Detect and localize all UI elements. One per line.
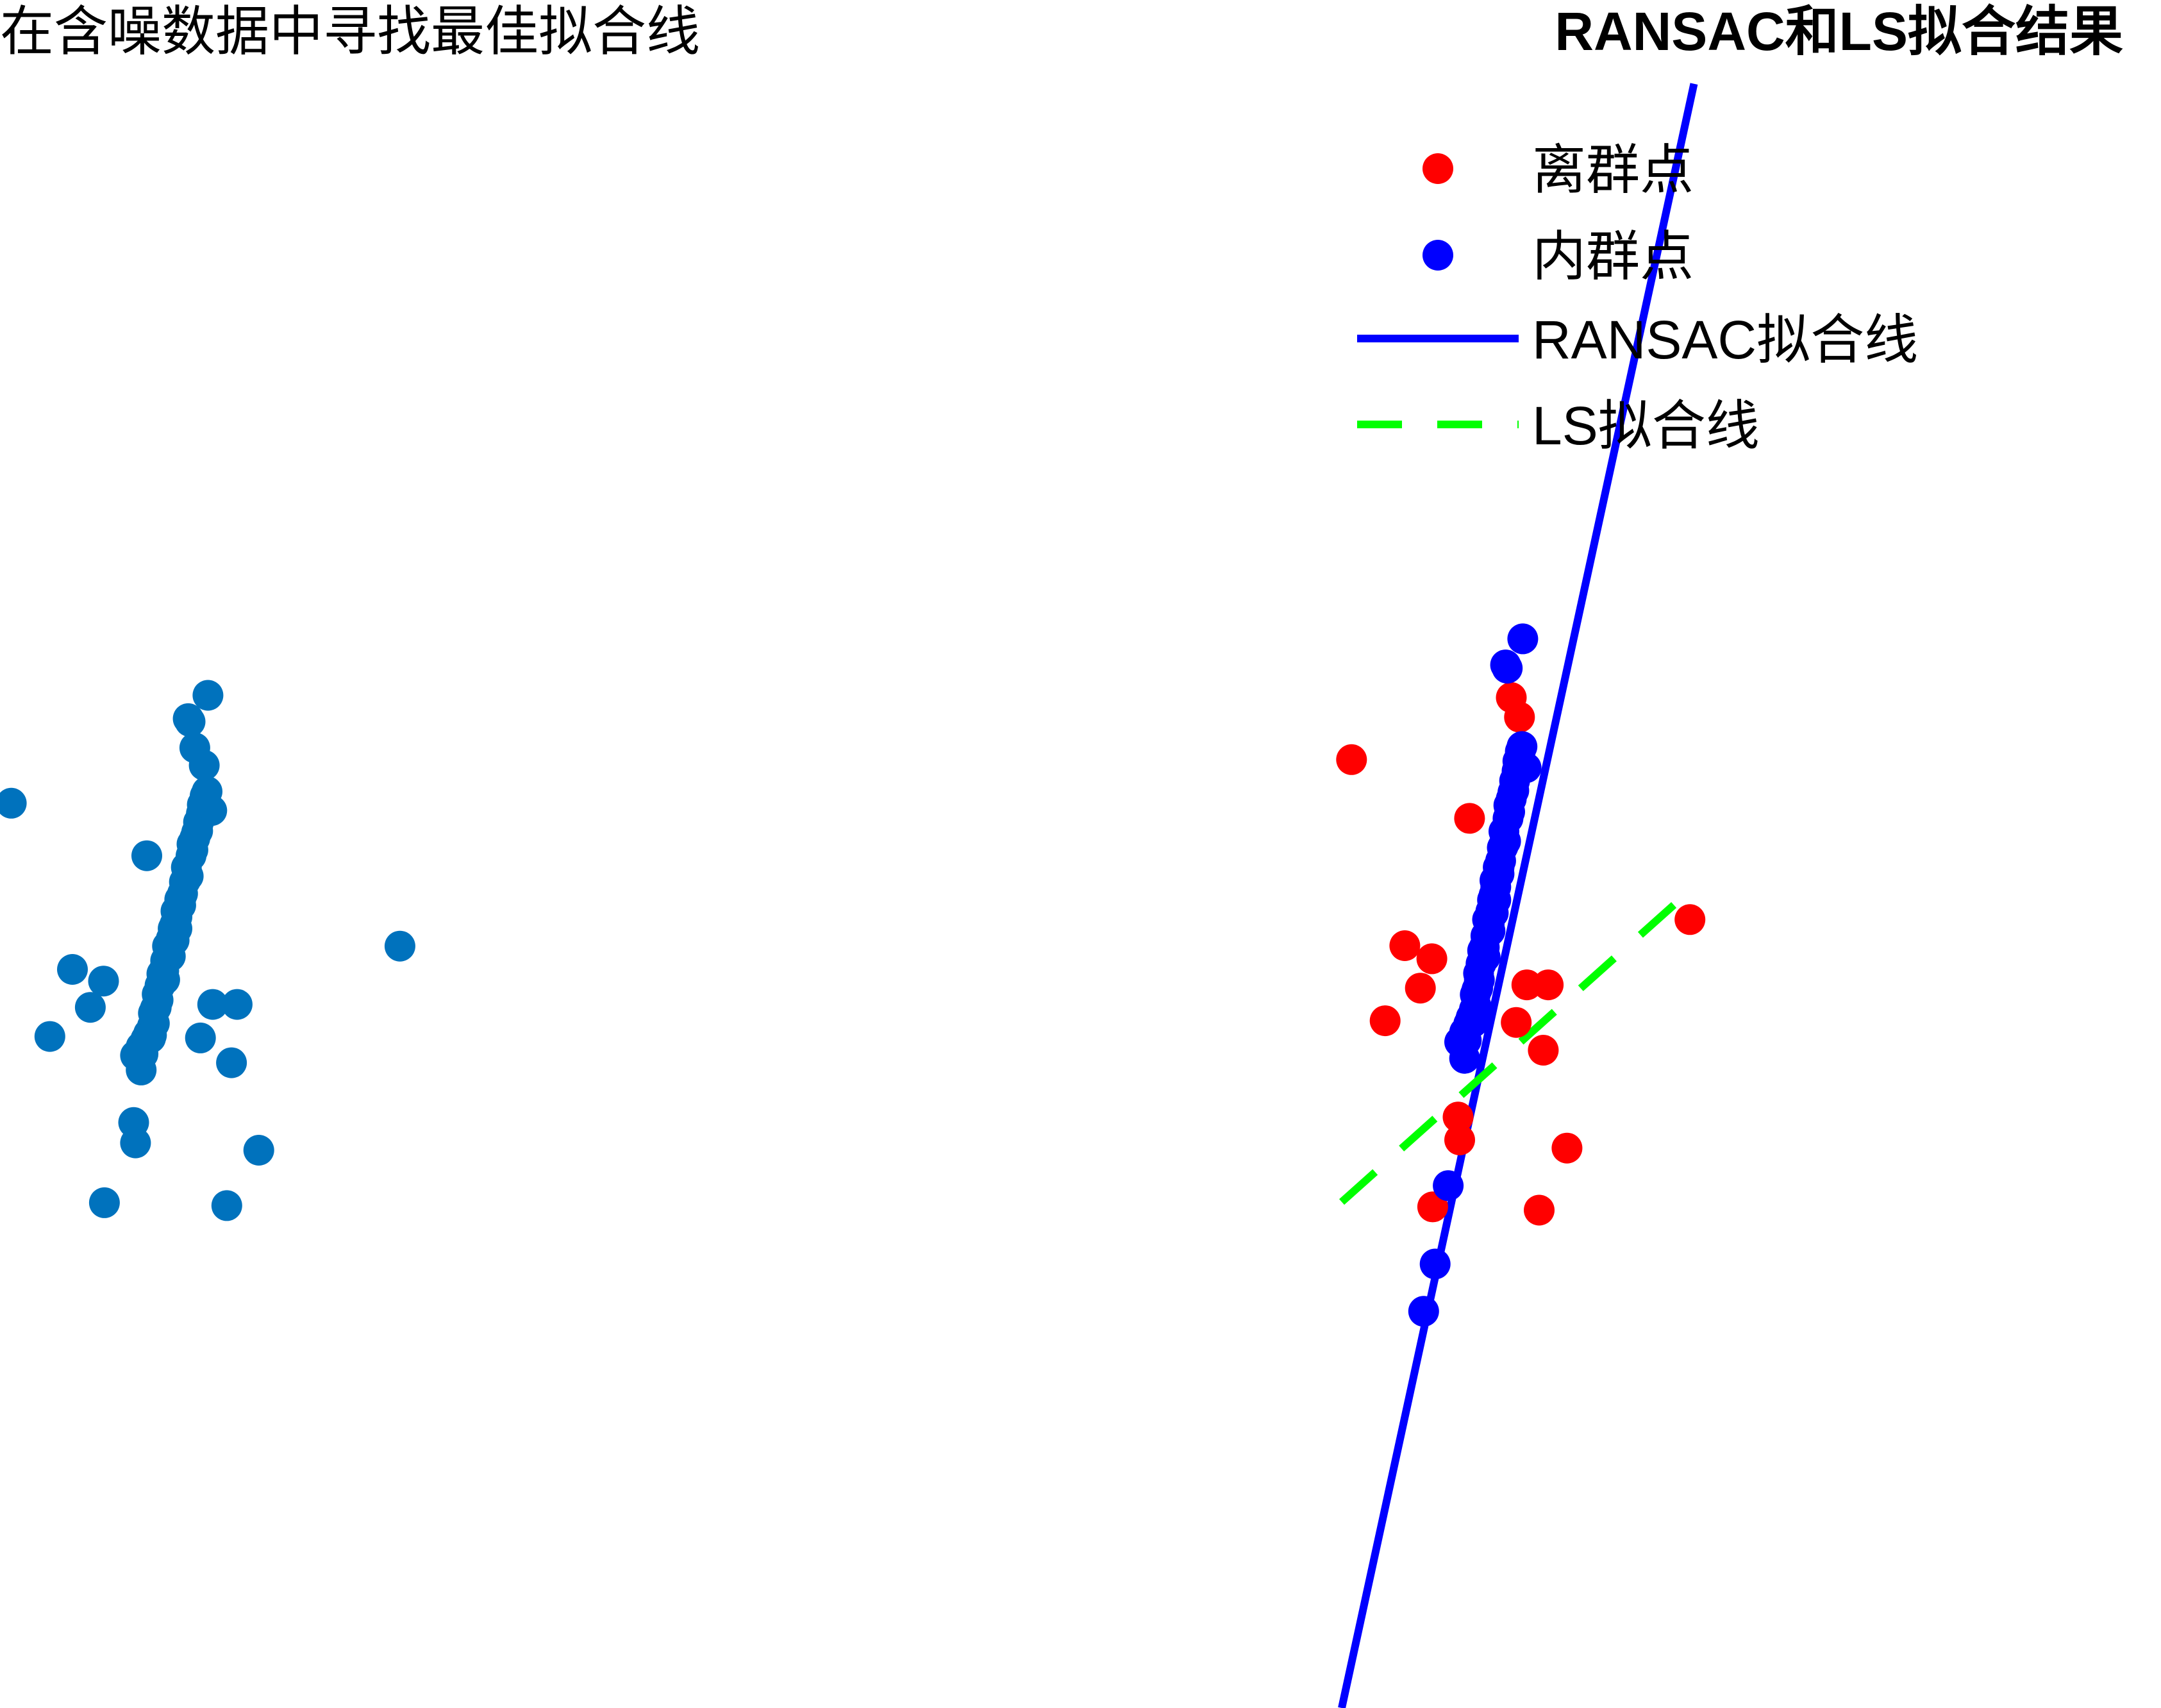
- inlier-point: [1433, 1170, 1464, 1201]
- inlier-point: [1507, 623, 1539, 655]
- outlier-point: [1504, 701, 1535, 733]
- data-point: [34, 1021, 65, 1052]
- outlier-point: [1501, 1007, 1532, 1038]
- data-point: [216, 1047, 247, 1078]
- right-fit-lines: [1338, 83, 1698, 1708]
- legend-label-ransac: RANSAC拟合线: [1532, 310, 1918, 370]
- inlier-point: [1469, 941, 1501, 973]
- data-point: [192, 680, 224, 711]
- data-point: [221, 989, 253, 1020]
- data-point: [88, 966, 119, 997]
- outlier-point: [1524, 1194, 1555, 1226]
- data-point: [174, 706, 206, 737]
- outlier-point: [1444, 1125, 1475, 1155]
- outlier-point: [1533, 969, 1564, 1001]
- inlier-point: [1474, 916, 1506, 947]
- inlier-point: [1458, 1003, 1489, 1035]
- data-point: [185, 1022, 216, 1053]
- data-point: [211, 1190, 242, 1221]
- right-scatter-points: [1336, 623, 1706, 1327]
- legend-label-ls: LS拟合线: [1532, 396, 1760, 456]
- inlier-point: [1505, 736, 1536, 767]
- data-point: [88, 1187, 120, 1218]
- outlier-point: [1369, 1005, 1401, 1037]
- data-point: [190, 780, 221, 812]
- outlier-point: [1674, 904, 1706, 935]
- outlier-point: [1389, 930, 1421, 961]
- inlier-point: [1492, 653, 1523, 684]
- legend-marker-outliers: [1423, 153, 1453, 184]
- data-point: [165, 883, 196, 915]
- legend-marker-inliers: [1423, 240, 1453, 271]
- data-point: [384, 930, 415, 962]
- data-point: [149, 964, 180, 995]
- data-point: [154, 941, 186, 972]
- outlier-point: [1511, 969, 1542, 1001]
- outlier-point: [1551, 1132, 1583, 1164]
- data-point: [136, 1019, 167, 1051]
- left-scatter-points: [0, 680, 415, 1221]
- inlier-point: [1498, 776, 1529, 808]
- data-point: [74, 992, 106, 1023]
- outlier-point: [1336, 744, 1367, 775]
- outlier-point: [1442, 1101, 1474, 1133]
- inlier-point: [1419, 1248, 1451, 1280]
- data-point: [120, 1127, 151, 1159]
- data-point: [188, 749, 220, 781]
- data-point: [197, 989, 228, 1020]
- inlier-point: [1408, 1296, 1439, 1327]
- data-point: [57, 954, 88, 985]
- outlier-point: [1454, 803, 1485, 834]
- legend-label-outliers: 离群点: [1532, 140, 1694, 200]
- outlier-point: [1528, 1035, 1559, 1066]
- data-point: [0, 787, 27, 819]
- legend: 离群点 内群点 RANSAC拟合线 LS拟合线: [1357, 140, 1918, 456]
- left-panel: 在含噪数据中寻找最佳拟合线: [0, 0, 700, 1221]
- outlier-point: [1416, 943, 1448, 975]
- data-point: [131, 840, 162, 871]
- legend-label-inliers: 内群点: [1532, 226, 1694, 287]
- inlier-point: [1483, 851, 1515, 883]
- data-point: [243, 1135, 274, 1166]
- ransac-fit-line: [1338, 83, 1698, 1708]
- outlier-point: [1417, 1191, 1448, 1223]
- outlier-point: [1405, 973, 1436, 1004]
- right-chart-title: RANSAC和LS拟合结果: [1555, 1, 2123, 62]
- left-chart-title: 在含噪数据中寻找最佳拟合线: [0, 0, 700, 63]
- right-panel: RANSAC和LS拟合结果 离群点 内群点 RANSAC拟合线 LS拟合线: [1336, 1, 2123, 1708]
- data-point: [181, 817, 212, 848]
